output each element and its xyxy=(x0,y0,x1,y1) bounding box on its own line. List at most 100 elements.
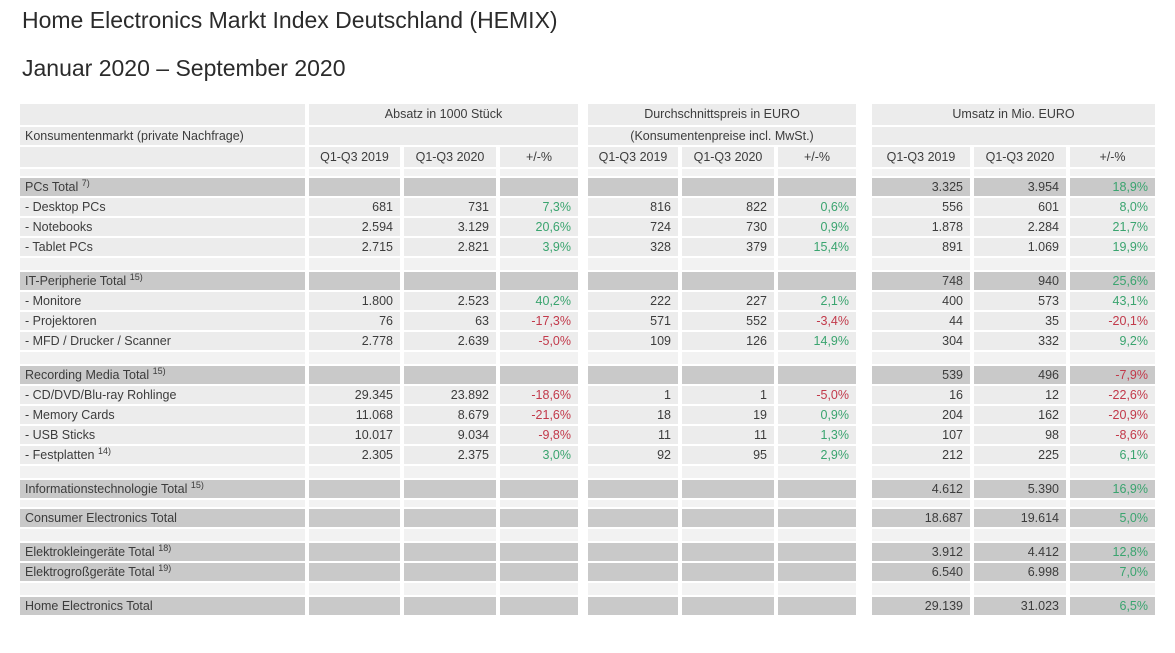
cell xyxy=(309,529,400,541)
cell: 11 xyxy=(682,426,774,444)
cell xyxy=(309,169,400,176)
cell: 8.679 xyxy=(404,406,496,424)
cell xyxy=(588,563,678,581)
cell xyxy=(682,597,774,615)
cell: 35 xyxy=(974,312,1066,330)
cell: 3.954 xyxy=(974,178,1066,196)
cell xyxy=(500,178,578,196)
cell: 92 xyxy=(588,446,678,464)
cell: 16 xyxy=(872,386,970,404)
spacer-row xyxy=(20,500,1175,507)
cell xyxy=(588,466,678,478)
cell: -17,3% xyxy=(500,312,578,330)
cell xyxy=(404,500,496,507)
cell: 400 xyxy=(872,292,970,310)
cell: 681 xyxy=(309,198,400,216)
spacer-row xyxy=(20,466,1175,478)
cell xyxy=(309,543,400,561)
cell: 76 xyxy=(309,312,400,330)
spacer-row xyxy=(20,169,1175,176)
cell: 4.412 xyxy=(974,543,1066,561)
row-label: - USB Sticks xyxy=(20,426,305,444)
cell: 328 xyxy=(588,238,678,256)
spacer-row xyxy=(20,529,1175,541)
cell: 3.912 xyxy=(872,543,970,561)
cell: 43,1% xyxy=(1070,292,1155,310)
cell xyxy=(872,500,970,507)
footnote-ref: 15) xyxy=(152,366,166,376)
table-header-subtitle-row: Konsumentenmarkt (private Nachfrage) (Ko… xyxy=(20,127,1175,145)
cell: 95 xyxy=(682,446,774,464)
cell xyxy=(588,352,678,364)
cell: 1.878 xyxy=(872,218,970,236)
row-label: - Desktop PCs xyxy=(20,198,305,216)
table-body: PCs Total 7) 3.325 3.954 18,9% - Desktop PCs… xyxy=(20,169,1175,615)
cell xyxy=(588,597,678,615)
cell xyxy=(500,597,578,615)
cell: 19.614 xyxy=(974,509,1066,527)
cell: 891 xyxy=(872,238,970,256)
table-row: - Monitore 1.800 2.523 40,2% 222 227 2,1% 400 57… xyxy=(20,292,1175,310)
cell xyxy=(1070,529,1155,541)
cell xyxy=(682,543,774,561)
cell xyxy=(309,509,400,527)
cell: 556 xyxy=(872,198,970,216)
cell: 2.284 xyxy=(974,218,1066,236)
cell: -22,6% xyxy=(1070,386,1155,404)
cell: 3,0% xyxy=(500,446,578,464)
cell: 2.523 xyxy=(404,292,496,310)
cell xyxy=(974,529,1066,541)
cell: 29.139 xyxy=(872,597,970,615)
cell: 304 xyxy=(872,332,970,350)
row-label: - Monitore xyxy=(20,292,305,310)
cell: 18.687 xyxy=(872,509,970,527)
cell xyxy=(404,169,496,176)
hemix-report-page: Home Electronics Markt Index Deutschland… xyxy=(20,7,1175,615)
cell xyxy=(872,169,970,176)
row-label xyxy=(20,583,305,595)
cell xyxy=(682,258,774,270)
row-label: - Tablet PCs xyxy=(20,238,305,256)
cell xyxy=(309,178,400,196)
cell: 16,9% xyxy=(1070,480,1155,498)
table-row: - Festplatten 14) 2.305 2.375 3,0% 92 95 2,9% 2… xyxy=(20,446,1175,464)
cell: 2.715 xyxy=(309,238,400,256)
cell: 9,2% xyxy=(1070,332,1155,350)
hemix-table: Absatz in 1000 Stück Durchschnittspreis … xyxy=(20,104,1175,615)
cell xyxy=(309,500,400,507)
cell: 126 xyxy=(682,332,774,350)
cell xyxy=(309,272,400,290)
cell: 19,9% xyxy=(1070,238,1155,256)
footnote-ref: 15) xyxy=(190,480,204,490)
row-label: Recording Media Total 15) xyxy=(20,366,305,384)
cell xyxy=(872,583,970,595)
cell xyxy=(872,258,970,270)
cell xyxy=(404,529,496,541)
cell: 6,1% xyxy=(1070,446,1155,464)
cell xyxy=(682,169,774,176)
cell: 31.023 xyxy=(974,597,1066,615)
cell xyxy=(500,466,578,478)
cell: 162 xyxy=(974,406,1066,424)
cell xyxy=(500,563,578,581)
cell xyxy=(974,169,1066,176)
cell: 816 xyxy=(588,198,678,216)
cell: 19 xyxy=(682,406,774,424)
footnote-ref: 14) xyxy=(97,446,111,456)
cell: 1 xyxy=(588,386,678,404)
cell xyxy=(404,178,496,196)
cell: 2.821 xyxy=(404,238,496,256)
cell: -21,6% xyxy=(500,406,578,424)
footnote-ref: 15) xyxy=(129,272,143,282)
cell: 731 xyxy=(404,198,496,216)
col-header-q1q3-2019: Q1-Q3 2019 xyxy=(309,147,400,167)
cell xyxy=(778,352,856,364)
row-label xyxy=(20,258,305,270)
cell: 0,9% xyxy=(778,218,856,236)
cell xyxy=(500,480,578,498)
cell: 573 xyxy=(974,292,1066,310)
cell xyxy=(778,466,856,478)
cell: 4.612 xyxy=(872,480,970,498)
cell xyxy=(588,529,678,541)
cell: 18 xyxy=(588,406,678,424)
